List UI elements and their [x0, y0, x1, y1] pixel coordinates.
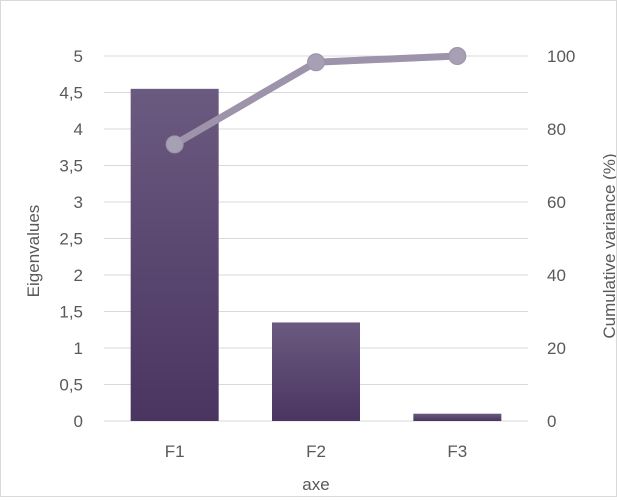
y2-tick-label: 80: [547, 120, 566, 139]
y-tick-label: 4,5: [59, 84, 83, 103]
y-tick-label: 1: [74, 339, 83, 358]
y2-tick-label: 20: [547, 339, 566, 358]
y2-tick-label: 0: [547, 412, 556, 431]
bar: [413, 413, 502, 421]
x-tick-label: F3: [447, 442, 467, 461]
line-marker: [165, 135, 184, 154]
y-tick-label: 0: [74, 412, 83, 431]
y-tick-label: 4: [74, 120, 83, 139]
line-marker: [307, 53, 325, 72]
y-tick-label: 1,5: [59, 303, 83, 322]
right-axis-ticks: 0 20 40 60 80 100: [547, 47, 575, 431]
y-axis-title: Eigenvalues: [24, 205, 43, 298]
x-axis-ticks: F1 F2 F3: [165, 442, 468, 461]
x-tick-label: F2: [306, 442, 326, 461]
y-tick-label: 3: [74, 193, 83, 212]
y-tick-label: 2: [74, 266, 83, 285]
y-tick-label: 0,5: [59, 376, 83, 395]
y2-axis-title: Cumulative variance (%): [600, 153, 616, 338]
y2-tick-label: 100: [547, 47, 575, 66]
bar: [272, 322, 360, 421]
cumulative-line: [165, 47, 467, 154]
y2-tick-label: 40: [547, 266, 566, 285]
y-tick-label: 3,5: [59, 157, 83, 176]
line-marker: [448, 47, 467, 65]
y-tick-label: 5: [74, 47, 83, 66]
x-axis-title: axe: [302, 475, 329, 494]
x-tick-label: F1: [165, 442, 185, 461]
left-axis-ticks: 0 0,5 1 1,5 2 2,5 3 3,5 4 4,5 5: [59, 47, 83, 431]
y2-tick-label: 60: [547, 193, 566, 212]
y-tick-label: 2,5: [59, 230, 83, 249]
